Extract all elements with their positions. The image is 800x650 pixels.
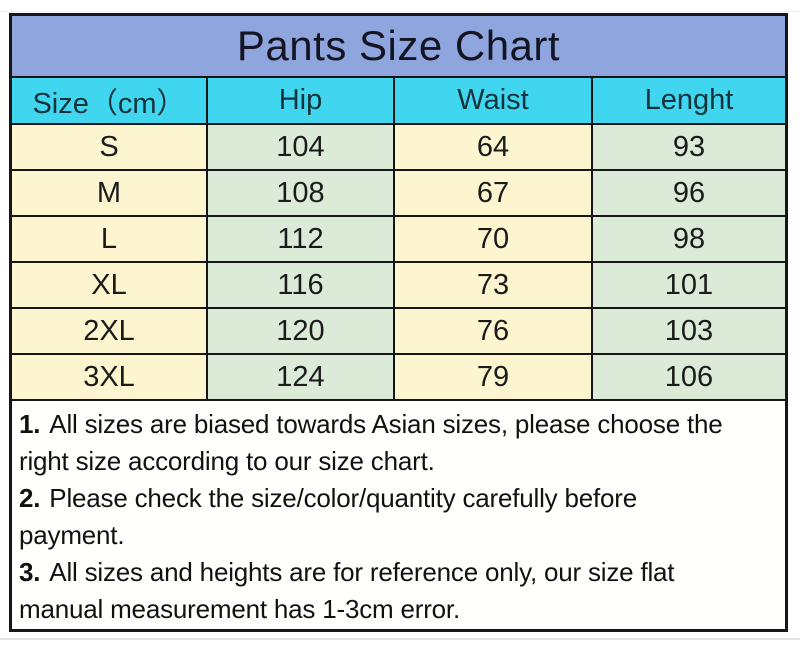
hip-cell: 124 [208,355,393,399]
waist-cell: 67 [395,171,591,215]
size-cell: L [12,217,206,261]
note-2-number: 2. [19,483,41,513]
waist-cell: 70 [395,217,591,261]
column-header-hip: Hip [208,78,393,123]
hip-cell: 104 [208,125,393,169]
column-header-waist: Waist [395,78,591,123]
size-chart-table: Pants Size Chart Size（cm） Hip Waist Leng… [9,13,788,632]
length-cell: 96 [593,171,785,215]
bottom-divider [0,638,800,640]
note-3-line-2: manual measurement has 1-3cm error. [19,594,460,624]
length-cell: 103 [593,309,785,353]
hip-cell: 116 [208,263,393,307]
chart-title: Pants Size Chart [12,16,785,76]
hip-cell: 112 [208,217,393,261]
note-3-text: All sizes and heights are for reference … [49,557,675,587]
hip-cell: 120 [208,309,393,353]
notes-section: 1. All sizes are biased towards Asian siz… [12,401,785,629]
size-cell: S [12,125,206,169]
waist-cell: 64 [395,125,591,169]
note-3-number: 3. [19,557,41,587]
hip-cell: 108 [208,171,393,215]
note-2-text: Please check the size/color/quantity car… [49,483,638,513]
waist-cell: 79 [395,355,591,399]
column-header-size: Size（cm） [12,78,206,123]
column-header-length: Lenght [593,78,785,123]
length-cell: 101 [593,263,785,307]
note-2-line-1: 2. Please check the size/color/quantity c… [19,480,783,517]
size-cell: 3XL [12,355,206,399]
note-1-line-2: right size according to our size chart. [19,446,435,476]
waist-cell: 73 [395,263,591,307]
note-2-line-2: payment. [19,520,125,550]
size-cell: 2XL [12,309,206,353]
note-3-line-1: 3. All sizes and heights are for referenc… [19,554,783,591]
note-1-line-1: 1. All sizes are biased towards Asian siz… [19,406,783,443]
size-cell: XL [12,263,206,307]
note-1-text: All sizes are biased towards Asian sizes… [49,409,723,439]
top-divider [0,11,800,12]
size-cell: M [12,171,206,215]
note-1-number: 1. [19,409,41,439]
waist-cell: 76 [395,309,591,353]
length-cell: 93 [593,125,785,169]
length-cell: 98 [593,217,785,261]
length-cell: 106 [593,355,785,399]
